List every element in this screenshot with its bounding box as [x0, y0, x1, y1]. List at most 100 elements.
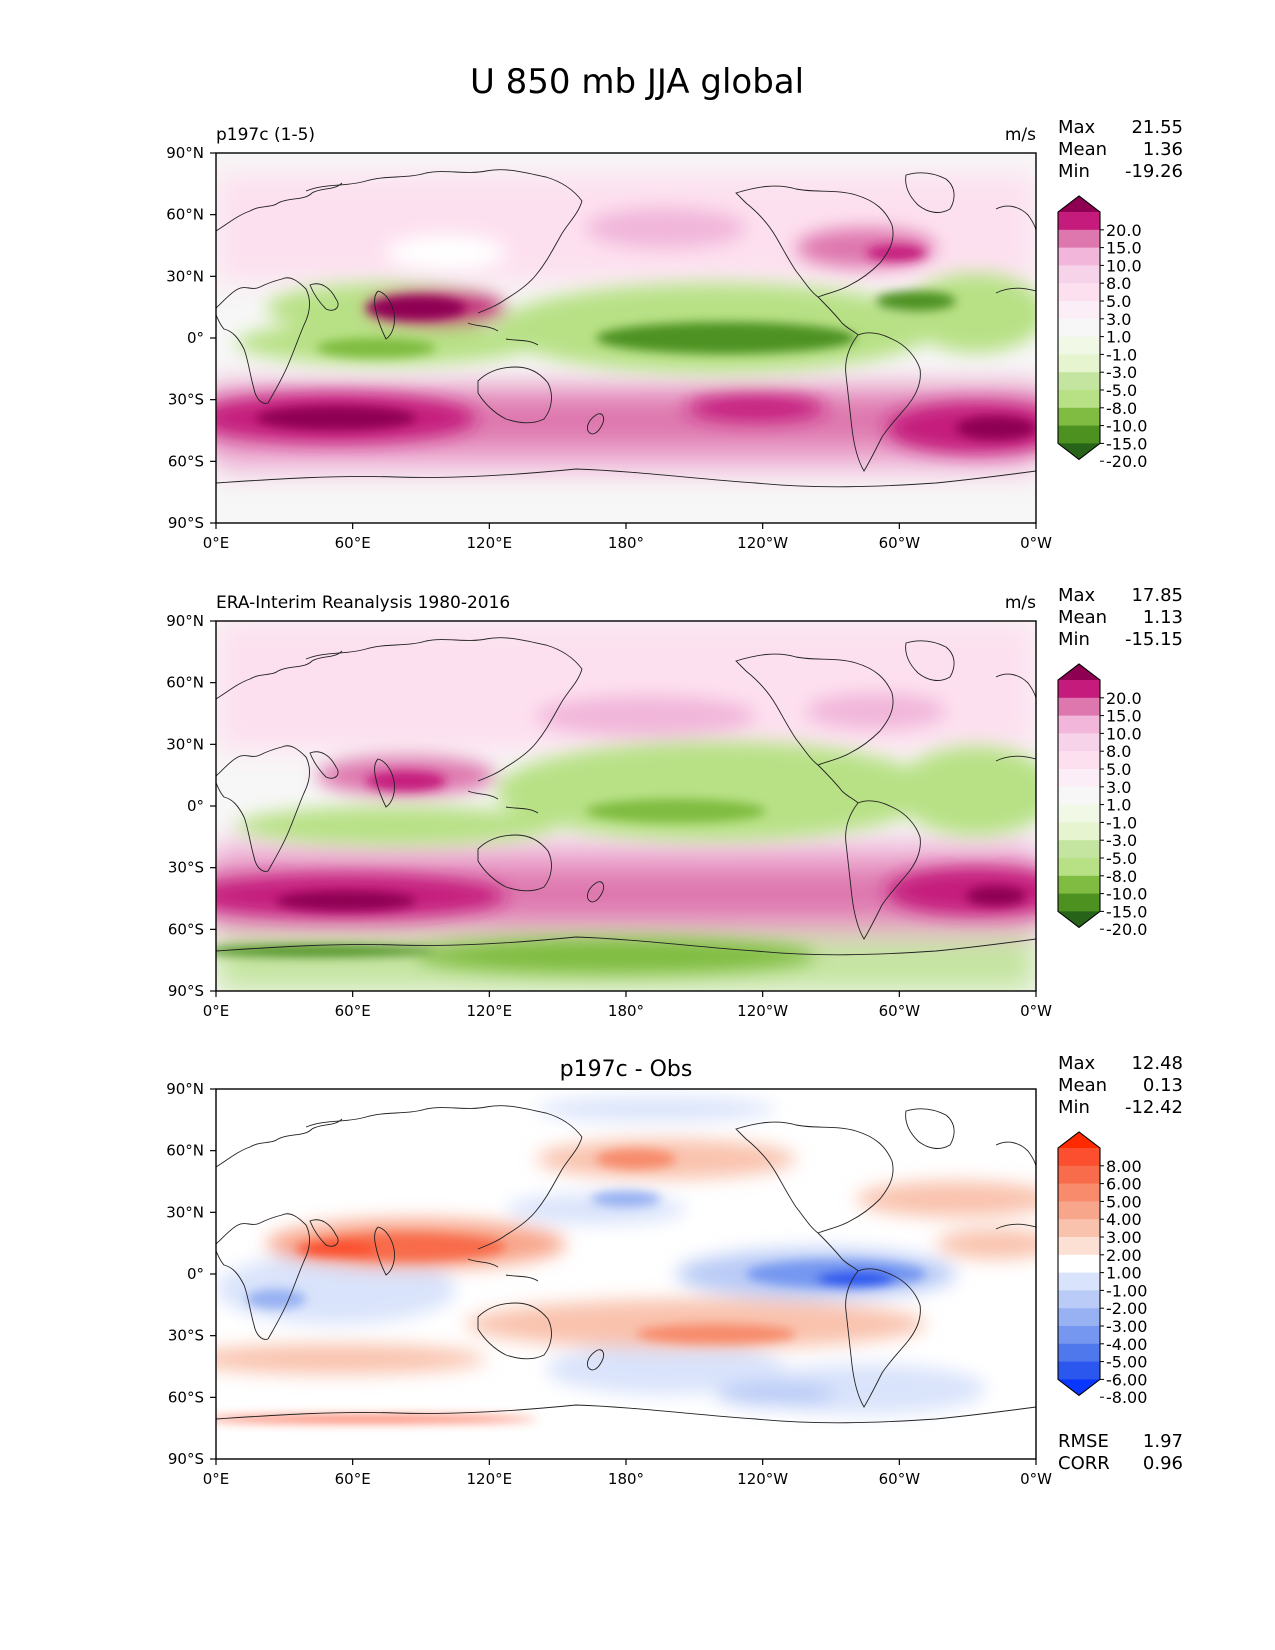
colorbar-tick-label: -3.00 — [1106, 1317, 1147, 1336]
colorbar-extend-max — [1058, 1132, 1100, 1148]
colorbar-segment — [1058, 697, 1100, 717]
colorbar-segment — [1058, 875, 1100, 895]
stat-label-min: Min — [1058, 161, 1090, 182]
stat-label-mean: Mean — [1058, 607, 1107, 628]
colorbar-segment — [1058, 822, 1100, 841]
colorbar-tick-label: -4.00 — [1106, 1335, 1147, 1354]
stats-block: Max 17.85 Mean 1.13 Min -15.15 — [1058, 585, 1183, 650]
colorbar-extend-max — [1058, 664, 1100, 680]
stat-value-mean: 0.13 — [1143, 1075, 1183, 1096]
map-area — [216, 1089, 1036, 1459]
panel-left-title: p197c (1-5) — [216, 125, 315, 145]
colorbar-segment — [1058, 1148, 1100, 1167]
colorbar-segment — [1058, 1237, 1100, 1256]
extra-stats-block: RMSE 1.97 CORR 0.96 — [1058, 1431, 1183, 1474]
panel-center-title: p197c - Obs — [560, 1057, 693, 1082]
colorbar-segment — [1058, 1183, 1100, 1202]
colorbar-tick-label: 2.00 — [1106, 1246, 1142, 1265]
map-area — [216, 621, 1036, 991]
x-tick-label: 180° — [608, 534, 644, 552]
figure-title: U 850 mb JJA global — [470, 62, 804, 102]
x-tick-label: 120°E — [467, 1002, 513, 1020]
colorbar-tick-label: -1.0 — [1106, 345, 1137, 364]
x-tick-label: 60°W — [879, 534, 921, 552]
x-tick-label: 120°W — [737, 1470, 788, 1488]
colorbar: 20.015.010.08.05.03.01.0-1.0-3.0-5.0-8.0… — [1057, 195, 1147, 471]
colorbar-tick-label: 1.0 — [1106, 328, 1131, 347]
y-tick-label: 90°N — [166, 144, 204, 162]
x-tick-label: 60°E — [335, 534, 371, 552]
y-tick-label: 60°S — [168, 920, 204, 938]
y-tick-label: 30°N — [166, 1203, 204, 1221]
y-tick-label: 60°S — [168, 1388, 204, 1406]
stat-value-mean: 1.36 — [1143, 139, 1183, 160]
colorbar-tick-label: -2.00 — [1106, 1299, 1147, 1318]
y-tick-label: 60°N — [166, 674, 204, 692]
colorbar-segment — [1058, 1272, 1100, 1291]
x-tick-label: 60°W — [879, 1470, 921, 1488]
panel-observation: 0°E 60°E 120°E 180° 120°W 60°W 0°W 90°N 60°N 30°… — [166, 585, 1183, 1020]
stat-label-mean: Mean — [1058, 139, 1107, 160]
x-tick-label: 120°W — [737, 534, 788, 552]
colorbar-tick-label: -15.0 — [1106, 434, 1147, 453]
colorbar-tick-label: 1.00 — [1106, 1264, 1142, 1283]
colorbar-segment — [1058, 247, 1100, 266]
colorbar-tick-label: -20.0 — [1106, 452, 1147, 471]
colorbar-segment — [1058, 1201, 1100, 1220]
colorbar-segment — [1058, 372, 1100, 391]
colorbar-tick-label: 3.0 — [1106, 778, 1131, 797]
y-tick-label: 30°S — [168, 859, 204, 877]
y-tick-label: 30°S — [168, 391, 204, 409]
stat-label-corr: CORR — [1058, 1453, 1110, 1474]
stat-label-max: Max — [1058, 585, 1096, 606]
colorbar-tick-label: 3.00 — [1106, 1228, 1142, 1247]
y-tick-label: 30°N — [166, 267, 204, 285]
y-tick-label: 90°S — [168, 1450, 204, 1468]
colorbar-tick-label: -6.00 — [1106, 1370, 1147, 1389]
colorbar-segment — [1058, 354, 1100, 373]
colorbar-segment — [1058, 229, 1100, 249]
colorbar-tick-label: 8.00 — [1106, 1157, 1142, 1176]
x-tick-label: 60°E — [335, 1470, 371, 1488]
x-tick-label: 0°W — [1020, 1470, 1052, 1488]
colorbar-tick-label: -5.0 — [1106, 381, 1137, 400]
y-tick-label: 0° — [187, 1265, 204, 1283]
colorbar-tick-label: -8.0 — [1106, 867, 1137, 886]
y-tick-label: 30°S — [168, 1327, 204, 1345]
y-tick-label: 60°S — [168, 452, 204, 470]
y-tick-label: 90°S — [168, 514, 204, 532]
colorbar-segment — [1058, 1308, 1100, 1327]
y-tick-label: 90°N — [166, 1080, 204, 1098]
colorbar-segment — [1058, 769, 1100, 788]
panel-left-title: ERA-Interim Reanalysis 1980-2016 — [216, 593, 510, 613]
x-tick-label: 60°W — [879, 1002, 921, 1020]
colorbar-segment — [1058, 1361, 1100, 1380]
colorbar-tick-label: -1.0 — [1106, 813, 1137, 832]
stat-label-min: Min — [1058, 629, 1090, 650]
x-tick-label: 0°E — [203, 1002, 230, 1020]
colorbar: 20.015.010.08.05.03.01.0-1.0-3.0-5.0-8.0… — [1057, 663, 1147, 939]
stat-label-max: Max — [1058, 1053, 1096, 1074]
colorbar-segment — [1058, 1219, 1100, 1238]
stat-value-mean: 1.13 — [1143, 607, 1183, 628]
stat-value-max: 17.85 — [1131, 585, 1183, 606]
colorbar-tick-label: -5.0 — [1106, 849, 1137, 868]
stat-label-max: Max — [1058, 117, 1096, 138]
x-tick-label: 0°W — [1020, 1002, 1052, 1020]
colorbar-tick-label: 5.0 — [1106, 760, 1131, 779]
stats-block: Max 12.48 Mean 0.13 Min -12.42 — [1058, 1053, 1183, 1118]
colorbar-segment — [1058, 1254, 1100, 1274]
colorbar-tick-label: 4.00 — [1106, 1210, 1142, 1229]
colorbar-segment — [1058, 858, 1100, 877]
colorbar-segment — [1058, 1165, 1100, 1185]
x-tick-label: 60°E — [335, 1002, 371, 1020]
colorbar-segment — [1058, 425, 1100, 444]
map-area — [216, 153, 1036, 523]
colorbar-segment — [1058, 212, 1100, 231]
stat-label-mean: Mean — [1058, 1075, 1107, 1096]
colorbar-tick-label: -5.00 — [1106, 1353, 1147, 1372]
colorbar-segment — [1058, 751, 1100, 770]
stat-value-min: -19.26 — [1125, 161, 1183, 182]
colorbar: 8.006.005.004.003.002.001.00-1.00-2.00-3… — [1057, 1131, 1147, 1407]
colorbar-segment — [1058, 301, 1100, 320]
